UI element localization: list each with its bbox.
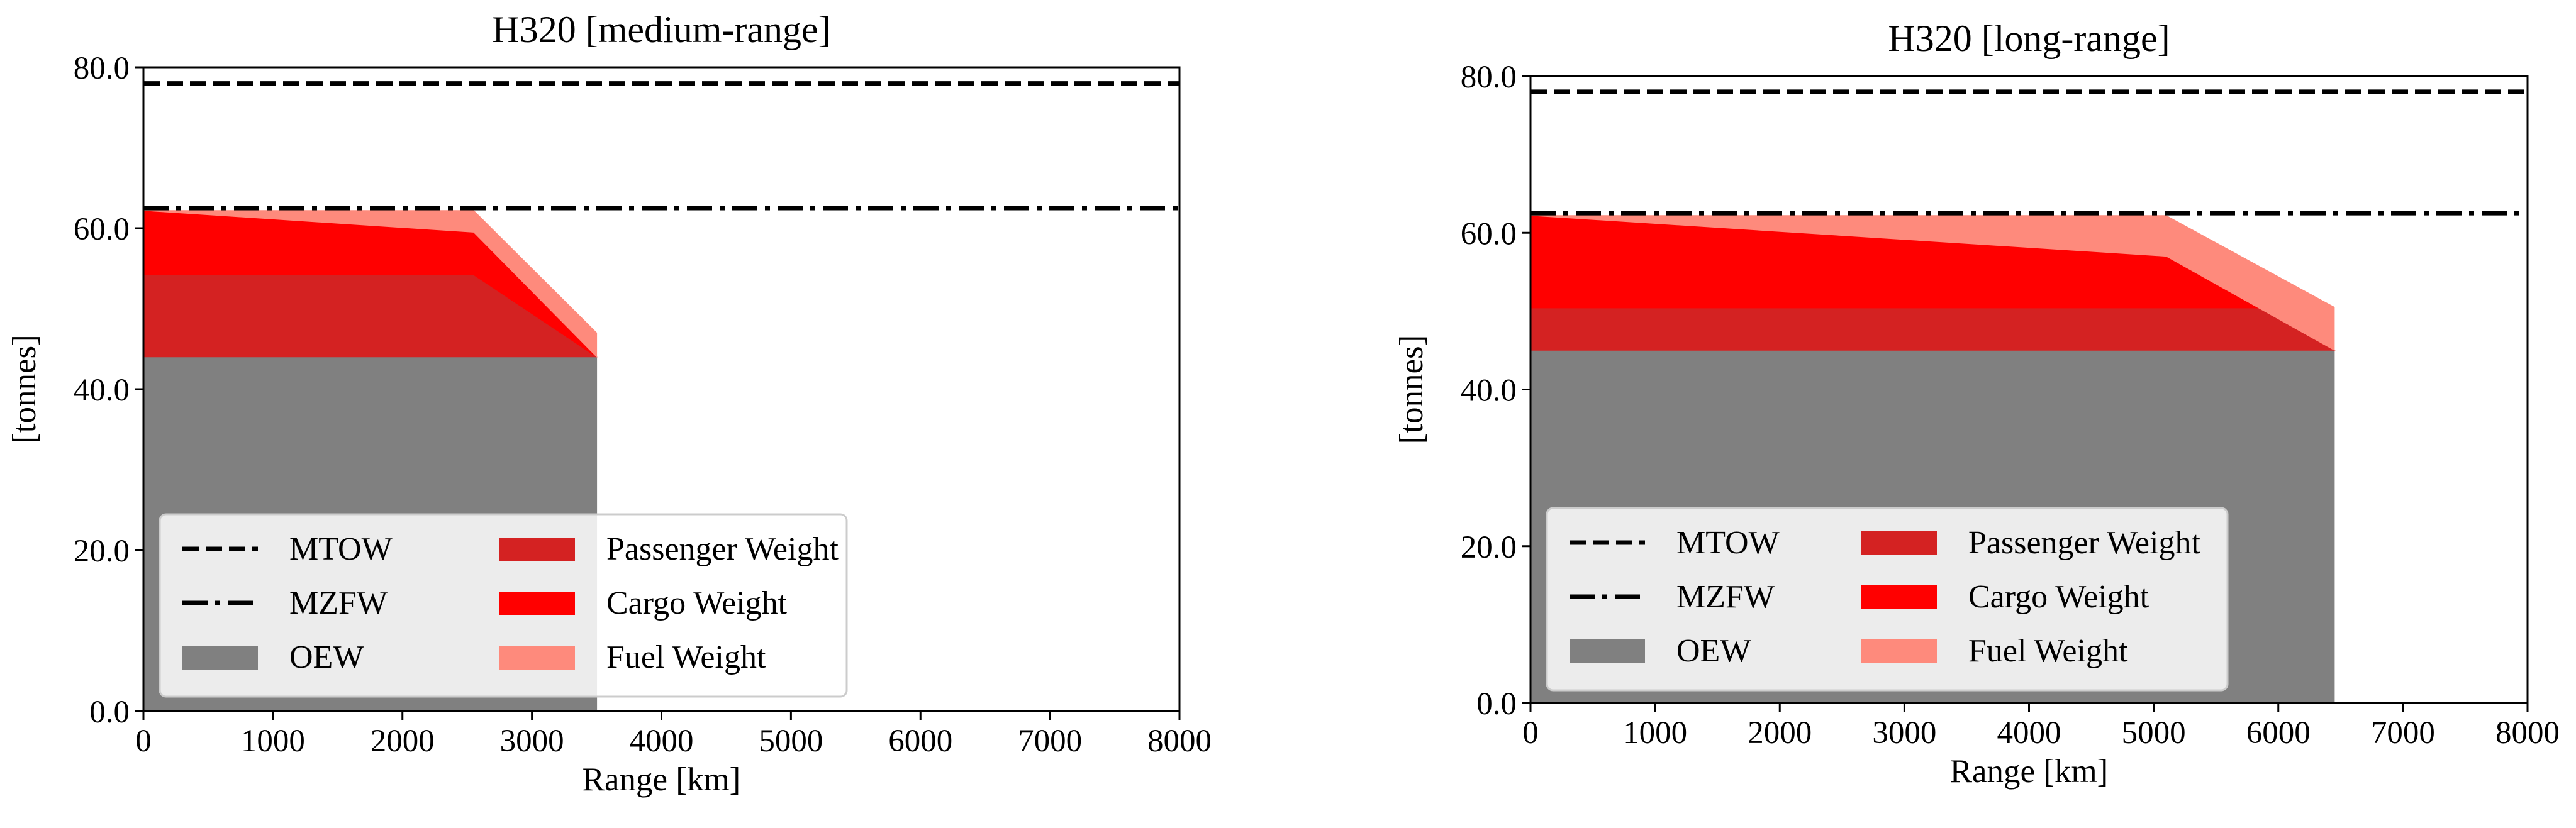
y-tick-label: 80.0 [1461,60,1517,95]
legend-swatch-cargo-weight [499,592,575,615]
legend-swatch-fuel-weight [499,646,575,670]
legend-label-mzfw: MZFW [289,585,388,621]
x-tick-label: 4000 [1997,715,2061,751]
y-tick-label: 20.0 [1461,530,1517,565]
y-tick-label: 0.0 [1476,687,1517,722]
y-tick-label: 20.0 [74,534,130,569]
legend-label-mtow: MTOW [289,531,393,567]
chart-title: H320 [medium-range] [492,9,830,50]
x-tick-label: 3000 [1872,715,1936,751]
legend-label-passenger-weight: Passenger Weight [1968,525,2200,561]
area-passenger-weight [1531,308,2334,350]
legend-label-cargo-weight: Cargo Weight [1968,579,2149,615]
y-tick-label: 40.0 [74,373,130,408]
legend-label-mzfw: MZFW [1676,579,1775,615]
x-axis-label: Range [km] [1950,753,2109,790]
legend-swatch-oew [182,646,258,670]
legend-label-fuel-weight: Fuel Weight [606,639,766,675]
legend: MTOW Passenger Weight MZFW Cargo Weight OEW F… [160,514,847,697]
legend-swatch-cargo-weight [1861,585,1937,609]
x-tick-label: 1000 [241,724,305,759]
x-tick-label: 7000 [2371,715,2435,751]
chart-long-range: 0 1000 2000 3000 4000 5000 6000 7000 8000 0.0 20.0… [1393,18,2560,790]
x-tick-label: 4000 [630,724,694,759]
x-tick-label: 2000 [1748,715,1812,751]
x-tick-label: 0 [135,724,152,759]
y-tick-label: 60.0 [74,212,130,247]
legend-swatch-passenger-weight [499,538,575,561]
chart-medium-range: 0 1000 2000 3000 4000 5000 6000 7000 8000 0.0 20.0… [6,9,1212,798]
x-tick-label: 5000 [2122,715,2186,751]
x-tick-label: 6000 [2246,715,2311,751]
legend-swatch-fuel-weight [1861,639,1937,663]
chart-title: H320 [long-range] [1888,18,2170,59]
x-tick-label: 6000 [888,724,952,759]
legend: MTOW Passenger Weight MZFW Cargo Weight OEW F… [1547,508,2228,690]
legend-label-oew: OEW [289,639,364,675]
x-tick-label: 2000 [371,724,435,759]
x-tick-label: 8000 [1147,724,1212,759]
y-axis-label: [tonnes] [6,334,43,444]
x-tick-label: 5000 [759,724,823,759]
x-axis-label: Range [km] [583,761,741,798]
y-tick-label: 60.0 [1461,216,1517,251]
legend-swatch-passenger-weight [1861,531,1937,555]
x-tick-label: 8000 [2495,715,2560,751]
legend-label-mtow: MTOW [1676,525,1780,561]
legend-label-oew: OEW [1676,633,1751,669]
y-tick-label: 0.0 [89,695,130,730]
x-tick-label: 0 [1522,715,1539,751]
legend-label-cargo-weight: Cargo Weight [606,585,788,621]
y-tick-label: 80.0 [74,51,130,86]
legend-swatch-oew [1570,639,1645,663]
legend-label-passenger-weight: Passenger Weight [606,531,839,567]
y-tick-label: 40.0 [1461,373,1517,409]
x-tick-label: 7000 [1018,724,1082,759]
legend-label-fuel-weight: Fuel Weight [1968,633,2128,669]
x-tick-label: 1000 [1623,715,1687,751]
y-axis-label: [tonnes] [1393,335,1430,444]
x-tick-label: 3000 [500,724,564,759]
